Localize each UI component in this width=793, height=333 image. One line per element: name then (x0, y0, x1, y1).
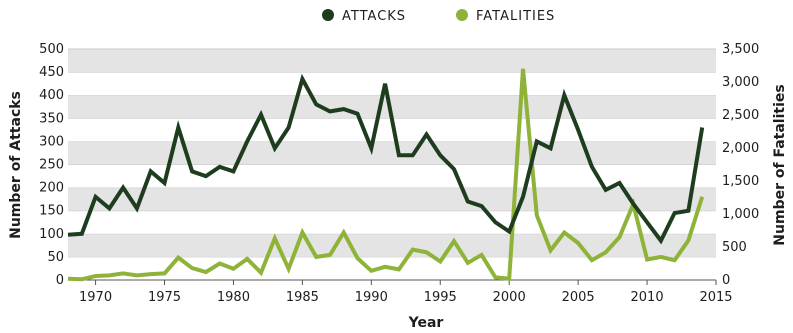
legend: ATTACKS FATALITIES (322, 9, 555, 24)
right-tick-label: 0 (722, 273, 730, 288)
grid-band (68, 141, 716, 165)
legend-attacks-marker (322, 9, 334, 21)
grid-bands (68, 48, 716, 280)
left-tick-label: 150 (39, 204, 64, 219)
x-tick-label: 1985 (286, 290, 319, 305)
right-tick-label: 1,500 (722, 174, 759, 189)
x-tick-label: 2015 (699, 290, 732, 305)
right-tick-label: 2,500 (722, 108, 759, 123)
x-tick-label: 2010 (631, 290, 664, 305)
x-tick-label: 2000 (493, 290, 526, 305)
legend-fatalities-marker (456, 9, 468, 21)
left-tick-label: 400 (39, 88, 64, 103)
grid-band (68, 187, 716, 211)
series-lines (67, 68, 705, 282)
right-tick-label: 1,000 (722, 207, 759, 222)
right-axis-ticks: 0 500 1,000 1,500 2,000 2,500 3,000 3,500 (722, 42, 759, 288)
x-tick-label: 1980 (217, 290, 250, 305)
right-tick-label: 2,000 (722, 141, 759, 156)
left-tick-label: 50 (47, 250, 64, 265)
right-tick-label: 500 (722, 240, 747, 255)
grid-band (68, 95, 716, 119)
x-tick-label: 1975 (148, 290, 181, 305)
left-axis-title: Number of Attacks (8, 91, 24, 239)
x-tick-label: 2005 (562, 290, 595, 305)
grid-band (68, 49, 716, 73)
right-tick-label: 3,500 (722, 42, 759, 57)
series-line-attacks (67, 73, 705, 245)
x-axis-title: Year (408, 315, 444, 331)
x-tick-label: 1990 (355, 290, 388, 305)
x-axis-ticks: 1970 1975 1980 1985 1990 1995 2000 2005 2010 2015 (79, 280, 733, 305)
legend-attacks-label: ATTACKS (342, 9, 406, 24)
series-line-fatalities (67, 68, 705, 282)
left-tick-label: 250 (39, 158, 64, 173)
right-tick-label: 3,000 (722, 75, 759, 90)
legend-fatalities-label: FATALITIES (476, 9, 555, 24)
grid-band (68, 210, 716, 234)
grid-band (68, 233, 716, 257)
grid-band (68, 72, 716, 96)
left-axis-ticks: 0 50 100 150 200 250 300 350 400 450 500 (39, 42, 64, 288)
left-tick-label: 100 (39, 227, 64, 242)
right-axis-title: Number of Fatalities (772, 84, 788, 245)
left-tick-label: 450 (39, 65, 64, 80)
left-tick-label: 350 (39, 111, 64, 126)
left-tick-label: 200 (39, 181, 64, 196)
x-tick-label: 1970 (79, 290, 112, 305)
left-tick-label: 300 (39, 134, 64, 149)
left-tick-label: 0 (56, 273, 64, 288)
x-tick-label: 1995 (424, 290, 457, 305)
left-tick-label: 500 (39, 42, 64, 57)
